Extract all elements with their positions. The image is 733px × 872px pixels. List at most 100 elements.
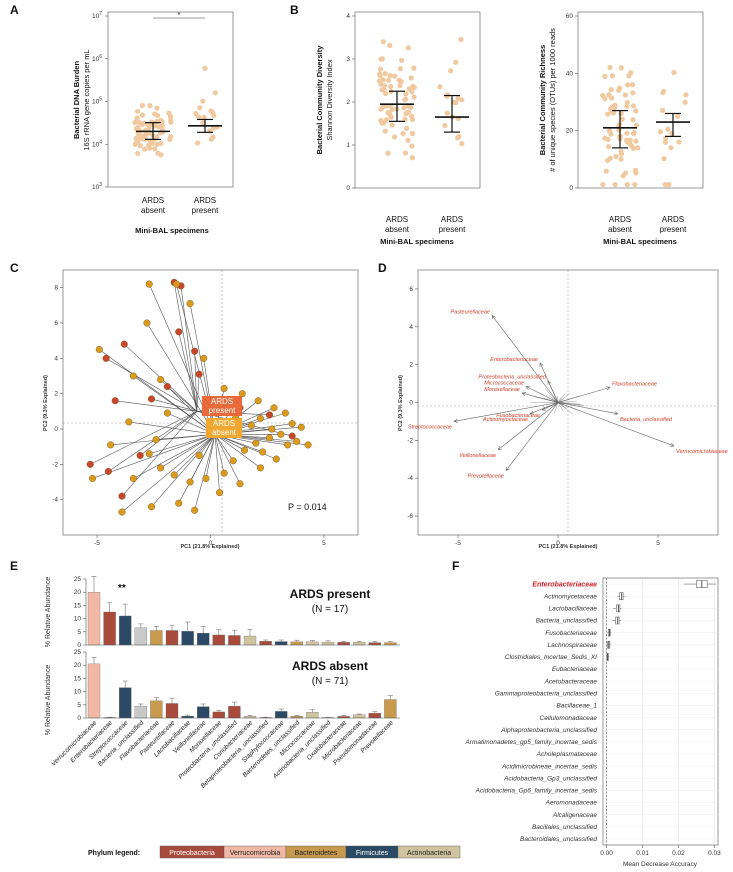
sample-point — [202, 474, 210, 482]
abundance-bar — [228, 635, 241, 646]
spoke-line — [121, 434, 216, 513]
data-point — [608, 131, 614, 137]
panel-e-absent-title: ARDS absent — [292, 659, 368, 673]
ytick-label: 20 — [74, 662, 82, 669]
panel-label-c: C — [10, 261, 19, 275]
spoke-line — [149, 434, 216, 455]
ytick-label: 8 — [54, 285, 58, 292]
data-point — [437, 84, 443, 90]
panel-e-ylabel-top: % Relative Abundance — [45, 577, 52, 648]
sample-point — [216, 489, 224, 497]
data-point — [200, 98, 206, 104]
vector-arrowhead — [497, 446, 502, 451]
ytick-label: 40 — [566, 70, 574, 77]
vector-arrowhead — [505, 466, 510, 471]
loading-vector — [491, 315, 559, 403]
sample-point — [288, 420, 296, 428]
data-point — [201, 114, 207, 120]
panel-b2-xcat-present-1: ARDS — [662, 215, 684, 224]
data-point — [387, 111, 393, 118]
panel-e-abundance-chart: % Relative Abundance % Relative Abundanc… — [45, 576, 461, 859]
abundance-bar — [228, 705, 241, 719]
data-point — [202, 65, 208, 71]
sample-point — [129, 372, 137, 380]
sample-point — [266, 434, 274, 442]
ytick-label: 5 — [77, 702, 81, 709]
data-point — [139, 112, 146, 118]
panel-c-ylabel: PC2 (9.3% Explained) — [43, 375, 49, 431]
data-point — [660, 107, 666, 114]
data-point — [609, 95, 615, 101]
phylum-legend-title: Phylum legend: — [88, 850, 140, 857]
data-point — [619, 116, 625, 122]
data-point — [625, 82, 631, 88]
data-point — [624, 130, 630, 136]
sample-point — [95, 346, 103, 354]
panel-b1-ylabel-2: Shannon Diversity Index — [325, 59, 334, 141]
data-point — [676, 139, 682, 145]
data-point — [210, 125, 217, 131]
ytick-label: 6 — [54, 320, 58, 327]
data-point — [134, 119, 140, 125]
sample-point — [120, 340, 128, 348]
data-point — [139, 102, 146, 108]
sample-point — [254, 397, 262, 405]
data-point — [195, 140, 201, 146]
xtick-label: 5 — [322, 540, 326, 547]
panel-d-ticks: -5 0 5 -6 -4 -2 0 2 4 6 — [407, 286, 660, 547]
abundance-bar — [337, 642, 350, 646]
data-point — [458, 36, 464, 43]
spoke-line — [205, 434, 216, 479]
feature-label: Enterobacteriaceae — [532, 581, 597, 588]
data-point — [139, 133, 146, 139]
ytick-label: 0 — [77, 642, 81, 649]
ytick-label: -2 — [52, 461, 58, 468]
data-point — [167, 113, 174, 120]
panel-e-present-n: (N = 17) — [312, 604, 348, 615]
data-point — [403, 125, 410, 132]
abundance-bar — [368, 642, 381, 646]
data-point — [134, 138, 140, 144]
data-point — [405, 109, 411, 115]
vector-arrowhead — [529, 410, 535, 415]
vector-label: Micrococcaceae — [484, 380, 524, 386]
data-point — [411, 84, 417, 90]
data-point — [380, 104, 386, 110]
panel-b2-summary — [603, 109, 690, 149]
panel-a-dna-burden-chart: Bacterial DNA Burden 16S rRNA gene copie… — [72, 10, 234, 235]
data-point — [142, 146, 148, 152]
loading-vector — [525, 386, 559, 403]
data-point — [633, 138, 639, 144]
spoke-line — [156, 434, 216, 440]
sample-point — [147, 395, 155, 403]
legend-label: Firmicutes — [356, 850, 389, 857]
data-point — [624, 99, 630, 106]
minor-vector — [557, 393, 566, 403]
data-point — [401, 105, 407, 111]
data-point — [448, 68, 454, 74]
ytick-label: 4 — [409, 324, 413, 331]
data-point — [399, 57, 405, 63]
sample-point — [86, 460, 94, 468]
data-point — [382, 71, 388, 77]
feature-label: Lachnospiraceae — [547, 642, 597, 649]
data-point — [631, 129, 637, 136]
data-point — [402, 116, 408, 122]
sample-point — [288, 432, 296, 440]
data-point — [632, 181, 638, 188]
spoke-line — [139, 411, 198, 456]
abundance-bar — [306, 712, 319, 719]
data-point — [141, 120, 147, 126]
data-point — [380, 39, 386, 45]
panel-label-e: E — [10, 559, 18, 573]
panel-b1-frame — [354, 11, 481, 189]
data-point — [455, 135, 461, 141]
panel-c-pca-chart: -5 0 5 -4 -2 0 2 4 6 8 ARDS present ARDS absent P… — [43, 269, 359, 550]
abundance-bar — [103, 611, 116, 646]
ytick-label: 106 — [92, 54, 102, 63]
data-point — [618, 110, 624, 117]
data-point — [618, 65, 624, 71]
minor-vector — [557, 402, 582, 405]
spoke-line — [92, 434, 216, 479]
vector-label: Flavobacteriaceae — [612, 381, 657, 387]
